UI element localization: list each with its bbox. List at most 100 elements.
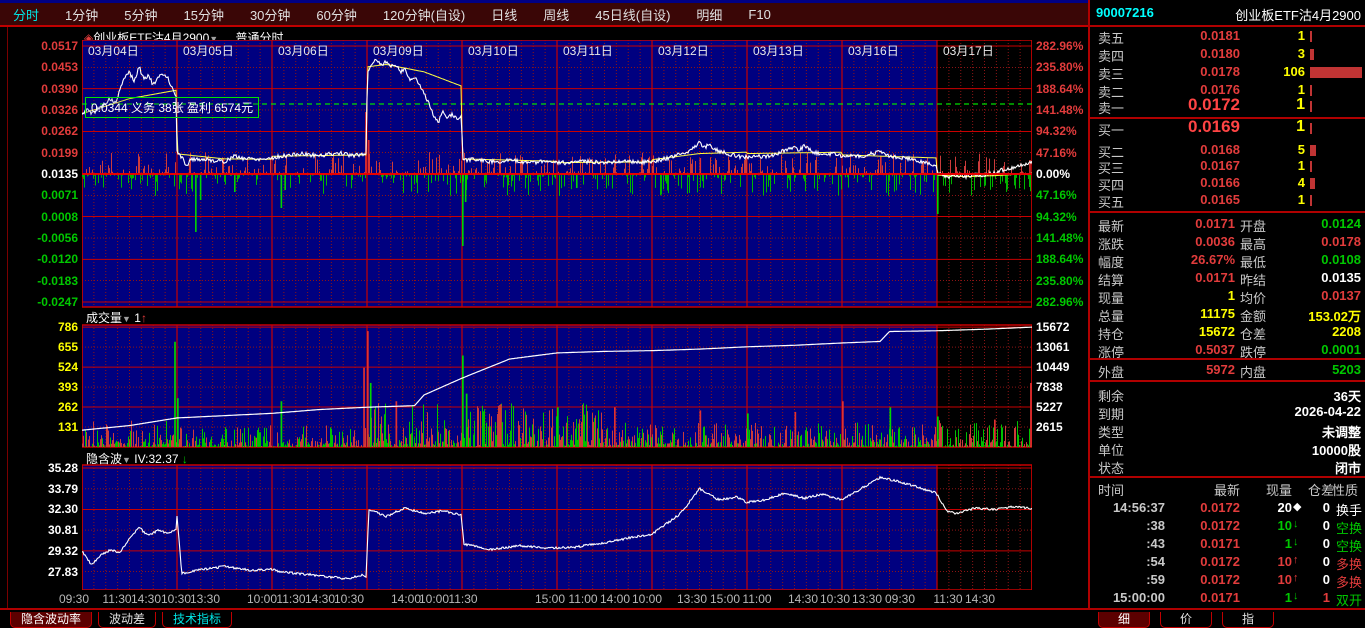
ask-level-5-depth-bar [1310,31,1312,42]
quote-tab-1[interactable]: 价 [1160,612,1212,628]
ask-level-5: 卖五 0.0181 1 [1090,28,1365,46]
iv-tick-left-3: 30.81 [47,523,78,538]
indicator-tab-1[interactable]: 波动差 [98,612,157,628]
bid-level-5-label: 买五 [1098,195,1125,210]
trade-direction-icon: ↓ [1293,518,1299,530]
ask-level-3-price: 0.0178 [1200,64,1240,79]
ask-level-2-label: 卖二 [1098,85,1125,100]
menu-item-7[interactable]: 日线 [491,7,518,23]
bid-level-2-depth-bar [1310,145,1316,156]
time-label-19: 14:30 [787,592,819,606]
date-label-2: 03月06日 [278,44,329,58]
vol-tick-right-1: 13061 [1036,340,1070,355]
trade-direction-icon: ↓ [1293,536,1299,548]
pct-tick-right-7: 47.16% [1036,188,1077,203]
time-label-4: 13:30 [189,592,221,606]
quote-label-开盘: 开盘 [1240,219,1267,234]
contract-value-状态: 闭市 [1334,461,1361,476]
ask-level-1-label: 卖一 [1098,101,1125,116]
ask-level-3: 卖三 0.0178 106 [1090,64,1365,82]
contract-row-3: 单位 10000股 [1090,440,1365,458]
trade-row-3: :54 0.0172 10 ↑ 0 多换 [1090,554,1365,572]
quote-value-最新: 0.0171 [1195,216,1235,231]
time-label-0: 09:30 [58,592,90,606]
menu-item-3[interactable]: 15分钟 [183,7,224,23]
menu-item-10[interactable]: 明细 [696,7,723,23]
menu-item-6[interactable]: 120分钟(自设) [382,7,466,23]
menu-item-1[interactable]: 1分钟 [65,7,99,23]
ask-level-5-volume: 1 [1297,28,1305,43]
trade-position-change: 0 [1322,500,1330,515]
pct-tick-right-4: 94.32% [1036,124,1077,139]
contract-label-状态: 状态 [1098,461,1125,476]
trade-nature: 空换 [1336,539,1363,554]
time-label-24: 14:30 [964,592,996,606]
multiday-intraday-chart[interactable] [82,40,1032,590]
date-label-3: 03月09日 [373,44,424,58]
quote-value-仓差: 2208 [1332,324,1361,339]
trade-list-header: 时间 最新 现量 仓差 性质 [1090,480,1365,498]
vol-tick-left-5: 131 [57,420,78,435]
trade-direction-icon: ◆ [1293,501,1302,513]
price-tick-left-12: -0.0247 [37,294,78,309]
time-label-22: 09:30 [884,592,916,606]
ask-level-4-price: 0.0180 [1200,46,1240,61]
quote-value-现量: 1 [1227,288,1235,303]
bid-level-1-label: 买一 [1098,123,1125,138]
quote-label-涨停: 涨停 [1098,345,1125,360]
bid-level-4-volume: 4 [1297,175,1305,190]
trade-position-change: 0 [1322,572,1330,587]
bid-level-4-price: 0.0166 [1200,175,1240,190]
pct-tick-right-1: 235.80% [1036,60,1084,75]
contract-row-2: 类型 未调整 [1090,422,1365,440]
quote-row-4: 现量 1 均价 0.0137 [1090,288,1365,306]
menu-item-0[interactable]: 分时 [13,7,40,23]
menu-item-5[interactable]: 60分钟 [316,7,357,23]
menu-item-4[interactable]: 30分钟 [249,7,291,23]
pct-tick-right-6: 0.00% [1036,167,1071,181]
price-tick-left-2: 0.0390 [41,81,78,96]
ask-level-3-depth-bar [1310,67,1362,78]
trade-price: 0.0171 [1200,590,1240,605]
quote-value-涨停: 0.5037 [1195,342,1235,357]
contract-row-4: 状态 闭市 [1090,458,1365,476]
indicator-tab-0[interactable]: 隐含波动率 [10,612,93,628]
trade-volume: 1 [1284,536,1292,551]
quote-panel: 90007216 创业板ETF沽4月2900 卖五 0.0181 1 卖四 0.0180… [1088,0,1365,608]
pct-tick-right-12: 282.96% [1036,294,1084,309]
menu-item-9[interactable]: 45日线(自设) [595,7,671,23]
price-tick-left-7: 0.0071 [41,188,78,203]
date-label-8: 03月16日 [848,44,899,58]
iv-dropdown-caret-icon[interactable]: ▼ [122,455,131,465]
menu-item-2[interactable]: 5分钟 [124,7,158,23]
bid-level-5-volume: 1 [1297,192,1305,207]
indicator-tab-2[interactable]: 技术指标 [162,612,233,628]
symbol-diamond-icon: ◈ [84,31,94,45]
contract-value-到期: 2026-04-22 [1294,404,1362,419]
outer-vol-value: 5972 [1206,362,1235,377]
ask-level-4: 卖四 0.0180 3 [1090,46,1365,64]
bid-level-2-volume: 5 [1297,142,1305,157]
ask-level-4-label: 卖四 [1098,49,1125,64]
trade-nature: 多换 [1336,575,1363,590]
price-tick-left-4: 0.0262 [41,124,78,139]
trade-position-change: 0 [1322,518,1330,533]
iv-tick-left-4: 29.32 [47,543,78,558]
quote-tab-2[interactable]: 指 [1222,612,1274,628]
symbol-dropdown-caret-icon[interactable]: ▼ [209,34,219,44]
quote-row-3: 结算 0.0171 昨结 0.0135 [1090,270,1365,288]
bid-level-3-label: 买三 [1098,161,1125,176]
iv-tick-left-0: 35.28 [47,461,78,476]
menu-item-8[interactable]: 周线 [543,7,570,23]
security-code: 90007216 [1096,5,1154,20]
quote-value-均价: 0.0137 [1321,288,1361,303]
iv-down-arrow-icon: ↓ [181,452,188,466]
trade-volume: 1 [1284,590,1292,605]
quote-tab-0[interactable]: 细 [1098,612,1150,628]
inner-vol-label: 内盘 [1240,365,1267,380]
quote-value-跌停: 0.0001 [1321,342,1361,357]
bid-level-3-depth-bar [1310,161,1312,172]
pct-tick-right-3: 141.48% [1036,103,1084,118]
menu-item-11[interactable]: F10 [748,6,771,22]
volume-dropdown-caret-icon[interactable]: ▼ [122,314,131,324]
